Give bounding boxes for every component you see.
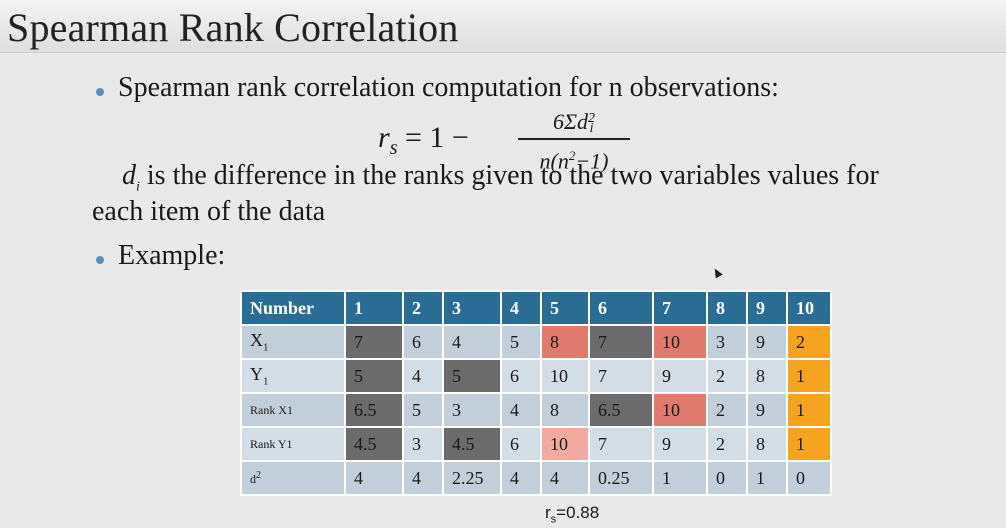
table-cell: 6 [500,358,542,394]
bullet-dot-2 [96,256,104,264]
table-cell: 1 [652,460,708,496]
table-cell: 5 [442,358,502,394]
table-row-rank-x1: Rank X1 6.5 5 3 4 8 6.5 10 2 9 1 [240,392,832,428]
table-cell: 6 [402,324,444,360]
table-cell: 9 [652,426,708,462]
table-row-rank-y1: Rank Y1 4.5 3 4.5 6 10 7 9 2 8 1 [240,426,832,462]
table-cell: 2 [706,426,748,462]
definition-line-1: di is the difference in the ranks given … [122,160,879,195]
result-rs: rs=0.88 [545,503,600,526]
table-header-cell: 4 [500,290,542,326]
table-cell: 4.5 [344,426,404,462]
table-row-d-squared: d2 4 4 2.25 4 4 0.25 1 0 1 0 [240,460,832,496]
table-cell: 10 [652,324,708,360]
table-cell: 3 [706,324,748,360]
example-table: Number 1 2 3 4 5 6 7 8 9 10 X1 7 6 4 5 8… [240,290,832,496]
row-label: X1 [240,324,346,360]
table-cell: 10 [652,392,708,428]
title-bar: Spearman Rank Correlation [0,0,1006,53]
fraction-bar [518,138,630,140]
table-cell: 5 [402,392,444,428]
row-label: Y1 [240,358,346,394]
slide-title: Spearman Rank Correlation [7,5,459,50]
table-cell: 10 [540,426,590,462]
table-header-cell: 9 [746,290,788,326]
bullet-text-1: Spearman rank correlation computation fo… [118,72,779,103]
table-cell: 7 [588,358,654,394]
table-cell: 10 [540,358,590,394]
formula-numerator: 6Σd 2 i [552,109,596,136]
table-row-x1: X1 7 6 4 5 8 7 10 3 9 2 [240,324,832,360]
table-cell: 9 [746,324,788,360]
mouse-cursor-icon [711,266,723,279]
table-cell: 5 [344,358,404,394]
table-cell: 2 [786,324,832,360]
table-cell: 3 [402,426,444,462]
table-cell: 5 [500,324,542,360]
table-cell: 1 [746,460,788,496]
table-cell: 7 [588,426,654,462]
row-label: Rank Y1 [240,426,346,462]
formula-denominator: n(n2−1) [539,147,609,173]
table-cell: 8 [540,392,590,428]
table-header-cell: 10 [786,290,832,326]
table-cell: 0 [706,460,748,496]
table-cell: 6.5 [588,392,654,428]
table-cell: 4 [500,460,542,496]
definition-line-2: each item of the data [92,196,326,227]
table-row-y1: Y1 5 4 5 6 10 7 9 2 8 1 [240,358,832,394]
table-header-cell: 8 [706,290,748,326]
table-header-row: Number 1 2 3 4 5 6 7 8 9 10 [240,290,832,326]
formula-lhs: rs = 1 − [378,121,469,159]
row-label: Rank X1 [240,392,346,428]
table-cell: 4.5 [442,426,502,462]
table-header-cell: 2 [402,290,444,326]
bullet-dot-1 [96,88,104,96]
table-cell: 6.5 [344,392,404,428]
table-cell: 4 [344,460,404,496]
table-cell: 8 [540,324,590,360]
table-cell: 2.25 [442,460,502,496]
table-cell: 1 [786,426,832,462]
table-cell: 4 [540,460,590,496]
table-cell: 9 [746,392,788,428]
table-cell: 1 [786,392,832,428]
table-cell: 6 [500,426,542,462]
table-cell: 9 [652,358,708,394]
table-cell: 7 [588,324,654,360]
table-cell: 4 [500,392,542,428]
table-cell: 8 [746,426,788,462]
table-header-cell: 1 [344,290,404,326]
formula-fraction: 6Σd 2 i n(n2−1) [518,108,630,173]
table-cell: 1 [786,358,832,394]
table-cell: 2 [706,392,748,428]
table-header-cell: 7 [652,290,708,326]
table-cell: 3 [442,392,502,428]
table-cell: 4 [402,460,444,496]
table-header-cell: 5 [540,290,590,326]
table-cell: 0.25 [588,460,654,496]
bullet-text-2: Example: [118,240,226,271]
table-cell: 7 [344,324,404,360]
table-header-cell: 3 [442,290,502,326]
table-cell: 4 [402,358,444,394]
table-cell: 0 [786,460,832,496]
row-label: d2 [240,460,346,496]
table-header-cell: 6 [588,290,654,326]
table-cell: 2 [706,358,748,394]
table-cell: 8 [746,358,788,394]
table-cell: 4 [442,324,502,360]
table-header-cell: Number [240,290,346,326]
